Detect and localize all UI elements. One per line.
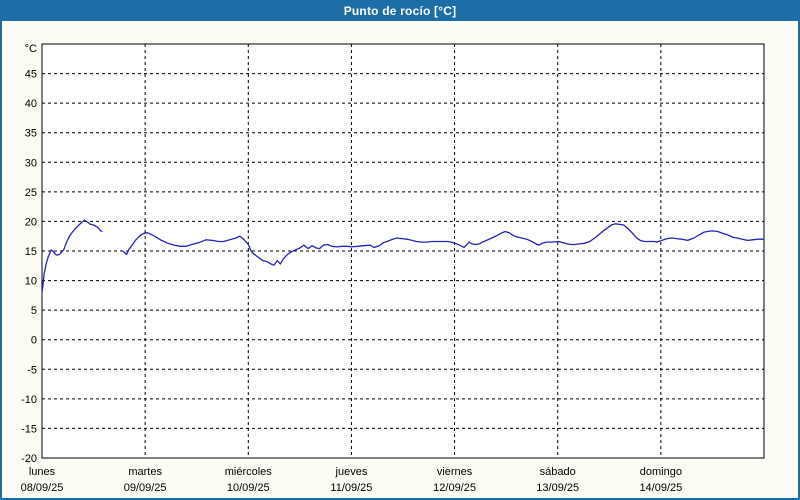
x-day-name-label: miércoles (225, 466, 273, 478)
x-day-name-label: lunes (29, 466, 56, 478)
y-tick-label: 20 (25, 216, 37, 228)
x-day-date-label: 13/09/25 (536, 482, 579, 494)
data-line-punto-de-rocío (41, 219, 103, 294)
x-day-name-label: jueves (335, 466, 368, 478)
x-day-name-label: martes (128, 466, 162, 478)
data-line-punto-de-rocío (122, 223, 765, 266)
x-day-name-label: domingo (640, 466, 682, 478)
y-tick-label: 45 (25, 69, 37, 81)
y-tick-label: 0 (31, 335, 37, 347)
y-tick-label: 30 (25, 157, 37, 169)
y-tick-label: 5 (31, 305, 37, 317)
y-tick-label: -5 (27, 364, 37, 376)
x-day-date-label: 12/09/25 (433, 482, 476, 494)
y-tick-label: -15 (21, 423, 37, 435)
x-day-date-label: 14/09/25 (639, 482, 682, 494)
x-day-name-label: sábado (540, 466, 576, 478)
y-tick-label: 40 (25, 98, 37, 110)
y-axis-unit-label: °C (25, 43, 37, 55)
y-tick-label: 25 (25, 187, 37, 199)
y-tick-label: 10 (25, 276, 37, 288)
y-tick-label: -10 (21, 394, 37, 406)
y-tick-label: 35 (25, 128, 37, 140)
x-day-name-label: viernes (437, 466, 473, 478)
x-day-date-label: 10/09/25 (227, 482, 270, 494)
x-day-date-label: 11/09/25 (330, 482, 372, 494)
chart-title: Punto de rocío [°C] (343, 4, 457, 18)
x-day-date-label: 08/09/25 (21, 482, 64, 494)
chart-title-bar: Punto de rocío [°C] (2, 2, 798, 21)
y-tick-label: 15 (25, 246, 37, 258)
y-tick-label: -20 (21, 453, 37, 465)
x-day-date-label: 09/09/25 (124, 482, 167, 494)
